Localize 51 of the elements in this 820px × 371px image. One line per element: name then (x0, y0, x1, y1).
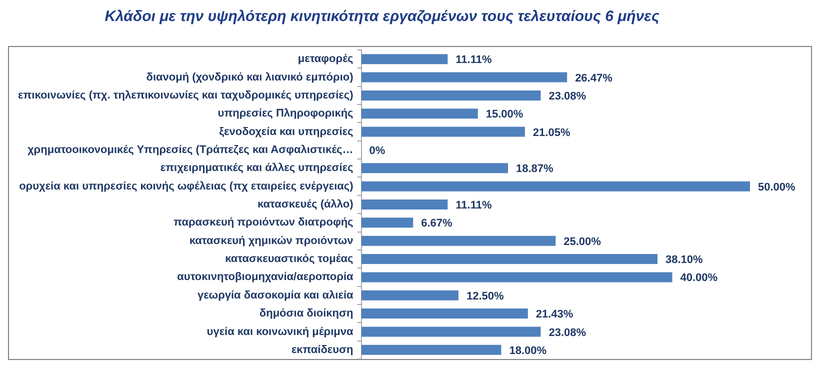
data-label: 26.47% (575, 72, 613, 84)
y-tick-label: υγεία και κοινωνική μέριμνα (206, 326, 354, 338)
bar (361, 236, 556, 246)
y-tick-label: κατασκευή χημικών προιόντων (189, 234, 354, 247)
bar (361, 90, 541, 100)
data-label: 50.00% (758, 181, 796, 194)
y-tick-label: υπηρεσίες Πληροφορικής (218, 108, 354, 120)
data-label: 40.00% (680, 272, 718, 284)
y-tick-label: μεταφορές (298, 53, 354, 66)
data-label: 0% (369, 145, 386, 157)
data-label: 38.10% (665, 254, 704, 266)
y-tick-label: γεωργία δασοκομία και αλιεία (197, 289, 354, 302)
data-label: 11.11% (456, 200, 492, 212)
y-tick-label: κατασκευαστικός τομέας (225, 253, 354, 266)
chart-title: Κλάδοι με την υψηλότερη κινητικότητα εργαζομένων τους τελευταίους 6 μήνες (104, 8, 660, 26)
bar (361, 108, 478, 119)
data-label: 6.67% (421, 218, 453, 230)
bar (361, 308, 528, 319)
y-tick-label: εκπαίδευση (291, 344, 354, 356)
bar (361, 326, 541, 337)
data-label: 25.00% (564, 236, 602, 248)
data-label: 21.05% (532, 126, 570, 139)
data-label: 23.08% (548, 326, 586, 339)
y-tick-label: χρηματοοικονομικές Υπηρεσίες (Τράπεζες και Ασφαλιστικές… (27, 144, 354, 156)
data-label: 21.43% (536, 308, 574, 321)
bar (361, 200, 448, 210)
data-label: 12.50% (466, 290, 504, 302)
y-tick-label: δημόσια διοίκηση (259, 308, 354, 320)
data-label: 18.87% (516, 163, 554, 176)
y-tick-label: ορυχεία και υπηρεσίες κοινής ωφέλειας (πχ εταιρείες ενέργειας) (19, 180, 354, 192)
bar (361, 290, 458, 300)
data-label: 11.11% (456, 54, 492, 66)
bar (361, 254, 658, 264)
bar (361, 163, 508, 174)
y-tick-label: παρασκευή προιόντων διατροφής (174, 216, 354, 229)
bar (361, 344, 502, 355)
bar (361, 72, 568, 82)
bar (361, 218, 414, 228)
y-tick-label: αυτοκινητοβιομηχανία/αεροπορία (177, 271, 354, 284)
y-tick-label: κατασκευές (άλλο) (257, 198, 354, 211)
y-tick-label: επιχειρηματικές και άλλες υπηρεσίες (160, 162, 354, 174)
bar (361, 272, 672, 282)
data-label: 18.00% (509, 344, 547, 357)
data-label: 15.00% (486, 108, 524, 121)
y-tick-label: επικοινωνίες (πχ. τηλεπικοινωνίες και ταχυδρομικές υπηρεσίες) (18, 89, 354, 102)
bar (361, 54, 448, 64)
bar (361, 181, 750, 192)
y-tick-label: ξενοδοχεία και υπηρεσίες (219, 126, 354, 138)
bar (361, 126, 525, 137)
y-tick-label: διανομή (χονδρικό και λιανικό εμπόριο) (146, 71, 354, 84)
data-label: 23.08% (548, 90, 586, 102)
